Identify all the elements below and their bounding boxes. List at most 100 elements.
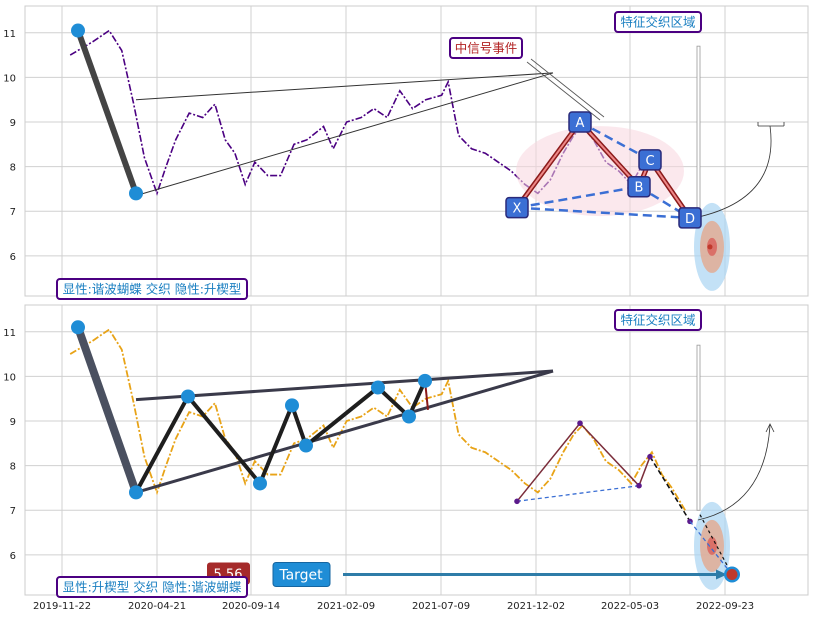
pattern-label-x: X: [505, 196, 529, 219]
drop-leg: [74, 325, 140, 494]
harmonic-point: [577, 420, 583, 427]
y-tick-label: 6: [10, 551, 16, 562]
signal-callout-line: [530, 58, 605, 118]
x-tick-label: 2021-02-09: [317, 601, 375, 612]
harmonic-point: [636, 482, 642, 489]
wedge-lower-line: [135, 369, 554, 494]
pattern-label-a: A: [568, 111, 592, 133]
feature-zone-box-text: 特征交织区域: [620, 313, 695, 328]
x-tick-label: 2021-07-09: [412, 601, 470, 612]
feature-zone-box-text: 特征交织区域: [620, 15, 695, 30]
x-tick-label: 2020-04-21: [128, 601, 186, 612]
plot-frame: [24, 304, 809, 596]
harmonic-leg: [516, 422, 581, 502]
pattern-label-text: C: [645, 154, 654, 169]
pivot-marker: [71, 23, 85, 38]
wedge-lower-line: [135, 72, 554, 197]
x-tick-label: 2019-11-22: [33, 601, 91, 612]
y-tick-label: 10: [3, 372, 16, 383]
y-tick-label: 11: [3, 29, 16, 40]
pattern-summary-box: 显性:升楔型 交织 隐性:谐波蝴蝶: [56, 576, 248, 598]
harmonic-ratio-line: [516, 185, 640, 209]
bracket-mark: [757, 122, 785, 127]
pattern-label-box: [638, 149, 662, 171]
feature-zone-box: 特征交织区域: [614, 11, 702, 33]
signal-callout-line: [526, 61, 601, 121]
y-tick-label: 11: [3, 328, 16, 339]
pattern-label-text: X: [513, 202, 522, 217]
x-axis: 2019-11-22 2020-04-21 2020-09-14 2021-02-09…: [33, 601, 754, 612]
signal-pointer-bar: [696, 344, 701, 511]
pattern-summary-box-text: 显性:升楔型 交织 隐性:谐波蝴蝶: [63, 580, 242, 595]
wedge-upper-line: [135, 72, 554, 101]
y-tick-label: 8: [10, 163, 16, 174]
feature-zone-box: 特征交织区域: [614, 309, 702, 331]
feature-zone-box-frame: [614, 309, 702, 331]
feature-zone-box-frame: [614, 11, 702, 33]
x-tick-label: 2022-09-23: [696, 601, 754, 612]
pattern-label-box: [678, 207, 702, 229]
pattern-label-box: [505, 196, 529, 219]
pivot-marker: [129, 186, 143, 201]
pivot-marker: [371, 380, 385, 395]
top-chart-panel: 6 7 8 9 10 11 X A BC D 显性:谐波蝴蝶 交织 隐性:升楔型 特征交织区域中信号事…: [3, 5, 809, 300]
pattern-label-c: C: [638, 149, 662, 171]
pivot-marker: [418, 373, 432, 388]
curved-arrow-head: [765, 423, 775, 433]
x-tick-label: 2020-09-14: [222, 601, 280, 612]
pattern-label-box: [627, 175, 651, 198]
harmonic-leg: [579, 422, 640, 487]
curved-arrow: [693, 125, 772, 219]
wedge-upper-line: [135, 369, 554, 402]
y-tick-label: 8: [10, 462, 16, 473]
plot-frame: [24, 5, 809, 297]
y-tick-label: 9: [10, 417, 16, 428]
x-tick-label: 2022-05-03: [601, 601, 659, 612]
signal-event-box: 中信号事件: [449, 37, 523, 59]
signal-event-box-text: 中信号事件: [455, 41, 518, 56]
pattern-label-text: B: [635, 181, 644, 196]
curved-arrow: [697, 424, 771, 521]
pattern-label-box: [568, 111, 592, 133]
y-tick-label: 7: [10, 207, 16, 218]
wedge-zigzag: [134, 380, 427, 494]
signal-event-box-frame: [449, 37, 523, 59]
pattern-summary-box: 显性:谐波蝴蝶 交织 隐性:升楔型: [56, 278, 248, 300]
harmonic-point: [647, 453, 653, 460]
x-tick-label: 2021-12-02: [507, 601, 565, 612]
harmonic-ratio-line: [516, 206, 691, 220]
pivot-marker: [402, 409, 416, 424]
target-label: Target: [272, 561, 331, 587]
y-tick-label: 6: [10, 252, 16, 263]
pattern-summary-box-text: 显性:谐波蝴蝶 交织 隐性:升楔型: [63, 282, 242, 297]
pivot-marker: [129, 485, 143, 500]
y-tick-label: 10: [3, 73, 16, 84]
signal-pointer-bar: [696, 45, 701, 212]
pattern-label-text: D: [685, 212, 695, 227]
harmonic-leg-inner: [516, 121, 581, 209]
pivot-marker: [181, 389, 195, 404]
target-label-text: Target: [278, 567, 323, 583]
target-arrow-head: [716, 569, 727, 580]
target-dot: [707, 244, 713, 250]
target-label-box: [272, 561, 331, 587]
pattern-label-b: B: [627, 175, 651, 198]
harmonic-leg: [638, 456, 651, 486]
pattern-label-d: D: [678, 207, 702, 229]
pattern-summary-box-frame: [56, 576, 248, 598]
drop-leg: [75, 29, 139, 195]
y-tick-label: 7: [10, 506, 16, 517]
target-zone-inner: [707, 536, 717, 555]
harmonic-leg-inner: [579, 121, 640, 188]
y-tick-label: 9: [10, 118, 16, 129]
target-marker-inner: [726, 568, 738, 580]
pivot-marker: [285, 398, 299, 413]
pattern-label-text: A: [576, 116, 585, 131]
harmonic-leg: [649, 456, 691, 522]
projection-line: [689, 520, 733, 575]
pivot-marker: [299, 438, 313, 453]
harmonic-point: [514, 498, 520, 505]
pivot-marker: [71, 320, 85, 335]
